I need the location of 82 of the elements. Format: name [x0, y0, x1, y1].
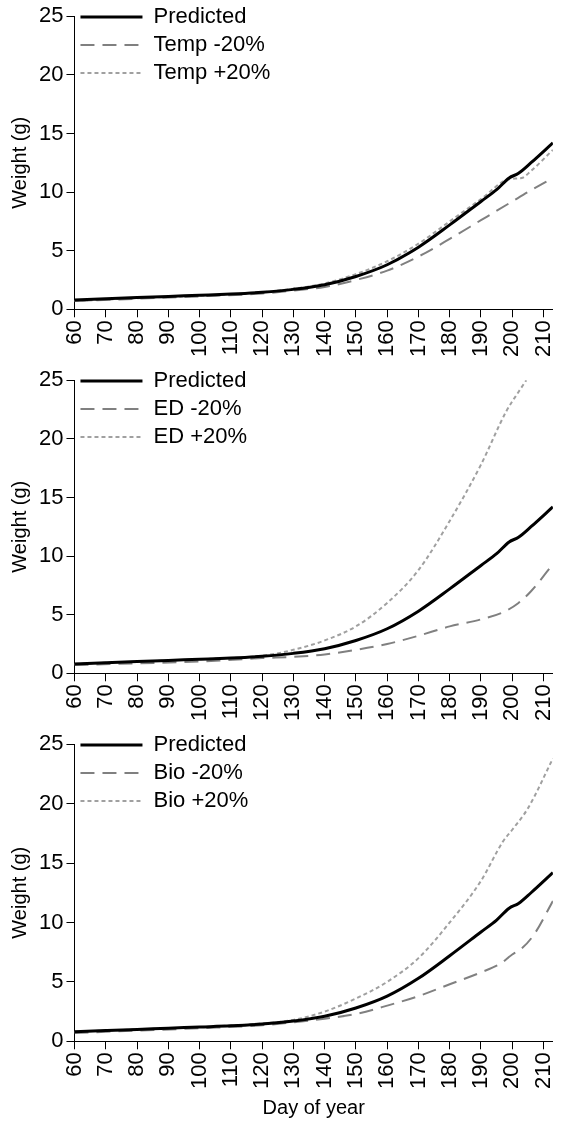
y-tick-label: 5	[51, 236, 64, 262]
y-tick-label: 5	[51, 600, 64, 626]
y-tick-label: 10	[38, 542, 64, 568]
x-tick-label: 170	[404, 1052, 430, 1090]
x-tick-label: 80	[123, 320, 149, 345]
legend-label: Bio -20%	[153, 759, 243, 785]
x-tick-label: 110	[216, 320, 242, 356]
x-axis-title: Day of year	[262, 1095, 366, 1118]
x-tick-label: 70	[91, 1052, 117, 1077]
y-tick-label: 0	[51, 295, 64, 321]
x-tick-label: 100	[185, 684, 211, 722]
y-tick-label: 20	[38, 60, 64, 86]
x-tick-label: 180	[435, 1052, 461, 1090]
x-tick-label: 200	[498, 320, 524, 358]
y-tick-label: 20	[38, 789, 64, 815]
legend-label: Predicted	[153, 731, 247, 757]
x-tick-label: 170	[404, 684, 430, 722]
y-axis-title: Weight (g)	[7, 846, 30, 939]
y-tick-label: 25	[38, 730, 64, 756]
x-tick-label: 60	[60, 320, 86, 345]
y-tick-label: 25	[38, 366, 64, 392]
x-tick-label: 150	[341, 1052, 367, 1090]
x-tick-label: 130	[279, 1052, 305, 1090]
x-tick-label: 80	[123, 684, 149, 709]
y-axis-title: Weight (g)	[7, 116, 30, 209]
legend-label: Temp +20%	[153, 59, 271, 85]
x-tick-label: 120	[248, 684, 274, 722]
x-tick-label: 120	[248, 320, 274, 358]
legend-label: ED -20%	[153, 395, 242, 421]
x-tick-label: 110	[216, 1052, 242, 1088]
x-tick-label: 190	[467, 684, 493, 722]
x-tick-label: 180	[435, 684, 461, 722]
legend-label: Bio +20%	[153, 787, 249, 813]
y-tick-label: 15	[38, 483, 64, 509]
x-tick-label: 100	[185, 1052, 211, 1090]
x-tick-label: 190	[467, 1052, 493, 1090]
y-tick-label: 25	[38, 2, 64, 28]
x-tick-label: 150	[341, 684, 367, 722]
x-tick-label: 70	[91, 684, 117, 709]
x-tick-label: 210	[529, 320, 555, 358]
y-tick-label: 15	[38, 119, 64, 145]
x-tick-label: 140	[310, 1052, 336, 1090]
x-tick-label: 140	[310, 320, 336, 358]
x-tick-label: 90	[154, 1052, 180, 1077]
y-tick-label: 10	[38, 178, 64, 204]
x-tick-label: 100	[185, 320, 211, 358]
x-tick-label: 160	[373, 684, 399, 722]
y-tick-label: 20	[38, 424, 64, 450]
x-tick-label: 210	[529, 1052, 555, 1090]
x-tick-label: 180	[435, 320, 461, 358]
y-tick-label: 5	[51, 967, 64, 993]
line-series	[74, 505, 553, 666]
x-tick-label: 120	[248, 1052, 274, 1090]
line-series	[74, 871, 553, 1034]
y-axis-title: Weight (g)	[7, 480, 30, 573]
x-tick-label: 70	[91, 320, 117, 345]
legend-label: Predicted	[153, 367, 247, 393]
x-tick-label: 160	[373, 320, 399, 358]
x-tick-label: 200	[498, 684, 524, 722]
legend-label: Temp -20%	[153, 31, 265, 57]
line-series	[74, 900, 553, 1034]
x-tick-label: 110	[216, 684, 242, 720]
x-tick-label: 60	[60, 684, 86, 709]
x-tick-label: 90	[154, 320, 180, 345]
x-tick-label: 60	[60, 1052, 86, 1077]
x-tick-label: 80	[123, 1052, 149, 1077]
x-tick-label: 140	[310, 684, 336, 722]
x-tick-label: 170	[404, 320, 430, 358]
y-tick-label: 15	[38, 849, 64, 875]
x-tick-label: 210	[529, 684, 555, 722]
x-tick-label: 160	[373, 1052, 399, 1090]
x-tick-label: 90	[154, 684, 180, 709]
y-tick-label: 10	[38, 908, 64, 934]
x-tick-label: 190	[467, 320, 493, 358]
x-tick-label: 150	[341, 320, 367, 358]
x-tick-label: 130	[279, 684, 305, 722]
y-tick-label: 0	[51, 659, 64, 685]
x-tick-label: 130	[279, 320, 305, 358]
legend-label: Predicted	[153, 3, 247, 29]
legend-label: ED +20%	[153, 423, 248, 449]
x-tick-label: 200	[498, 1052, 524, 1090]
y-tick-label: 0	[51, 1027, 64, 1053]
